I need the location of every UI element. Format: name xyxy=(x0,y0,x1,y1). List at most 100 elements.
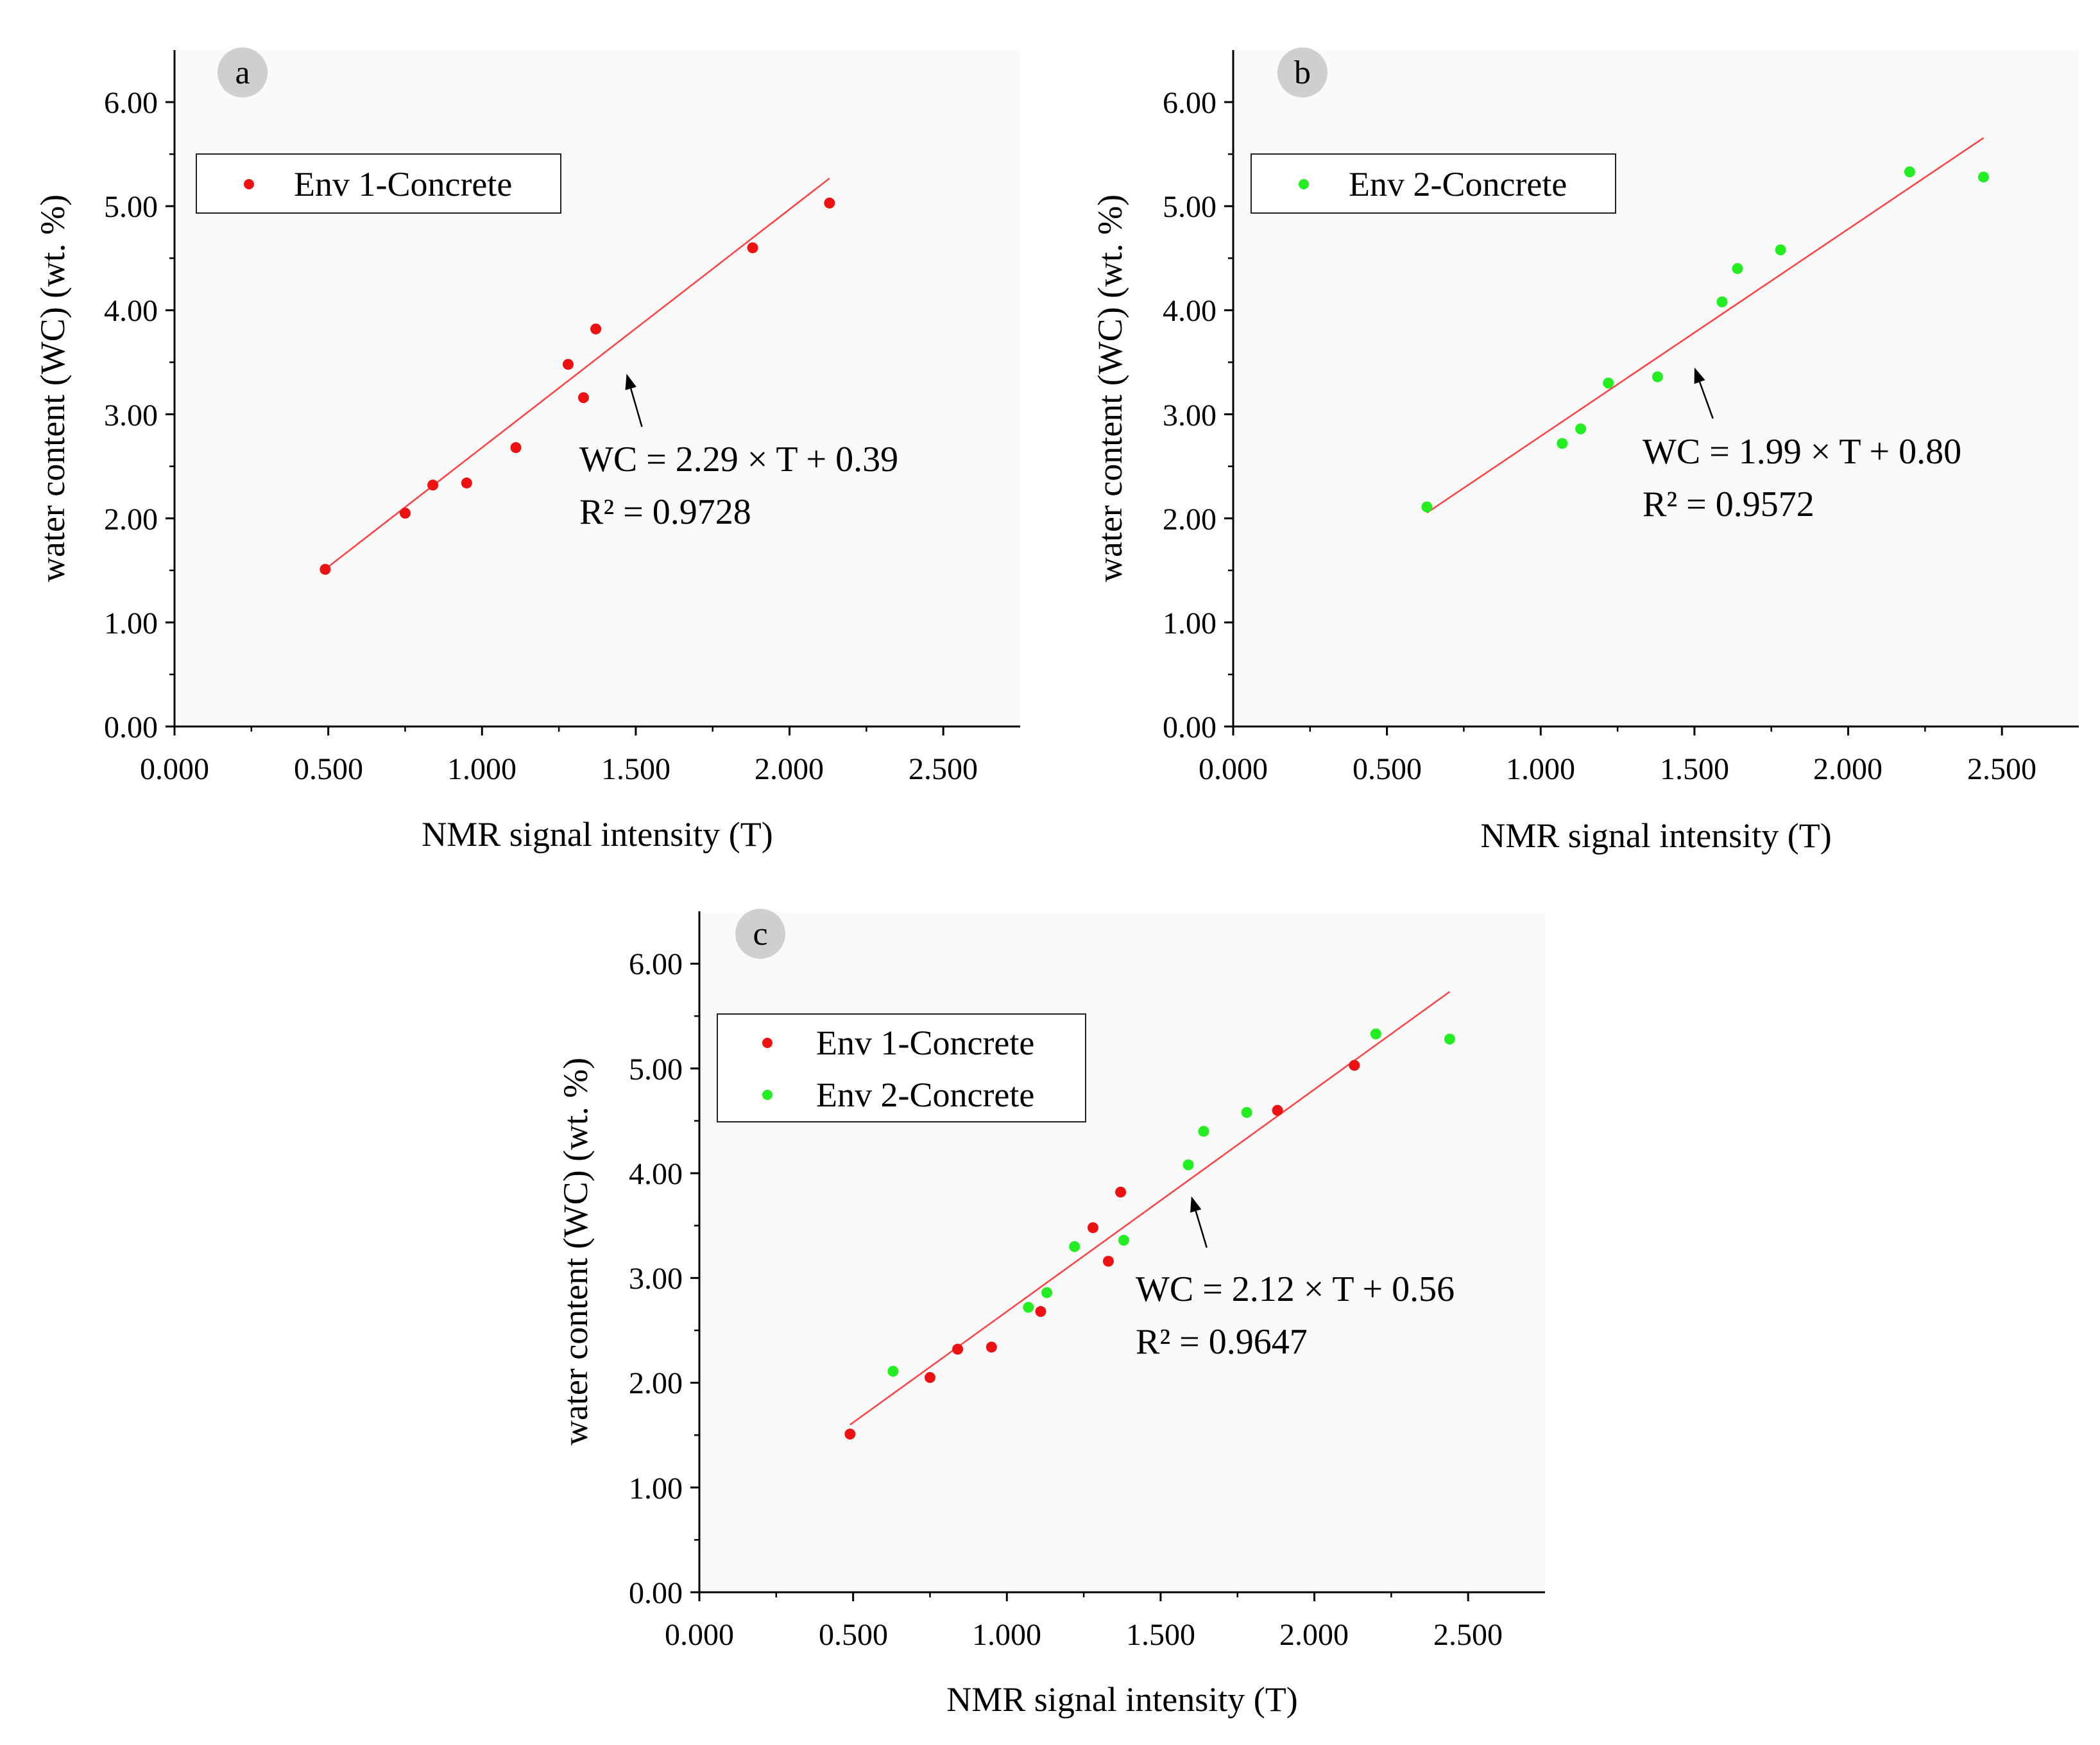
x-tick-label: 1.000 xyxy=(1506,752,1575,786)
data-point-env-1-concrete xyxy=(844,1429,856,1440)
x-tick-label: 2.500 xyxy=(1433,1618,1503,1652)
data-point-env-1-concrete xyxy=(952,1343,964,1355)
x-ticks xyxy=(173,726,944,735)
data-points xyxy=(1421,166,1989,513)
data-point-env-1-concrete xyxy=(924,1371,935,1383)
panel-b: 0.00 1.00 2.00 3.00 4.00 5.00 6.00 0.000… xyxy=(1091,47,2079,855)
data-point-env-1-concrete xyxy=(1349,1060,1360,1071)
x-tick-label: 1.000 xyxy=(972,1618,1041,1652)
data-point-env-1-concrete xyxy=(399,508,411,519)
y-tick-label: 1.00 xyxy=(104,606,158,640)
x-tick-label: 0.000 xyxy=(1199,752,1268,786)
legend-marker-env1 xyxy=(762,1038,773,1048)
data-point-env-1-concrete xyxy=(1102,1255,1114,1267)
x-axis-title: NMR signal intensity (T) xyxy=(422,815,773,854)
data-point-env-2-concrete xyxy=(1904,166,1915,178)
y-tick-label: 0.00 xyxy=(629,1576,683,1610)
legend-label-env1: Env 1-Concrete xyxy=(816,1024,1034,1062)
y-ticks xyxy=(690,963,699,1594)
y-ticks xyxy=(166,101,175,728)
panel-label-circle xyxy=(1277,47,1327,98)
x-tick-label: 0.500 xyxy=(819,1618,888,1652)
x-tick-label: 0.000 xyxy=(140,752,209,786)
data-point-env-2-concrete xyxy=(1041,1287,1053,1298)
legend-box xyxy=(196,153,561,214)
y-tick-label: 3.00 xyxy=(104,399,158,433)
y-tick-label: 5.00 xyxy=(104,190,158,224)
data-point-env-2-concrete xyxy=(1977,171,1989,183)
data-point-env-1-concrete xyxy=(1272,1105,1283,1116)
legend-box xyxy=(1251,153,1616,214)
data-points xyxy=(844,1028,1455,1440)
legend-marker-env2 xyxy=(1299,179,1309,189)
x-tick-label: 2.500 xyxy=(1967,752,2036,786)
x-tick-label: 1.500 xyxy=(601,752,670,786)
data-point-env-1-concrete xyxy=(427,479,439,491)
data-point-env-2-concrete xyxy=(1198,1126,1209,1137)
data-point-env-1-concrete xyxy=(577,392,589,404)
y-tick-label: 6.00 xyxy=(1163,86,1216,120)
fit-r-squared: R² = 0.9572 xyxy=(1643,485,1814,524)
data-point-env-2-concrete xyxy=(1575,423,1587,434)
panel-label-badge: a xyxy=(218,47,268,98)
annotation-arrow xyxy=(630,388,643,427)
fit-equation: WC = 2.12 × T + 0.56 xyxy=(1136,1269,1455,1309)
y-tick-label: 0.00 xyxy=(1163,710,1216,744)
data-point-env-1-concrete xyxy=(461,477,472,489)
x-tick-labels: 0.000 0.500 1.000 1.500 2.000 2.500 xyxy=(1199,752,2036,786)
x-tick-label: 2.000 xyxy=(755,752,824,786)
x-tick-labels: 0.000 0.500 1.000 1.500 2.000 2.500 xyxy=(665,1618,1503,1652)
data-point-env-1-concrete xyxy=(747,242,758,254)
y-tick-label: 3.00 xyxy=(629,1262,683,1296)
data-point-env-1-concrete xyxy=(1035,1306,1046,1318)
data-point-env-2-concrete xyxy=(1732,263,1743,275)
fit-annotation: WC = 2.29 × T + 0.39 R² = 0.9728 xyxy=(579,374,898,532)
data-point-env-2-concrete xyxy=(1241,1106,1252,1118)
data-point-env-2-concrete xyxy=(1118,1235,1129,1246)
x-tick-label: 1.500 xyxy=(1660,752,1729,786)
legend-label-env1: Env 1-Concrete xyxy=(294,165,512,203)
fit-annotation: WC = 2.12 × T + 0.56 R² = 0.9647 xyxy=(1136,1196,1455,1362)
x-tick-label: 0.500 xyxy=(1353,752,1422,786)
legend-label-env2: Env 2-Concrete xyxy=(1349,165,1567,203)
data-point-env-2-concrete xyxy=(887,1366,899,1377)
x-ticks xyxy=(698,1592,1469,1601)
x-tick-label: 2.500 xyxy=(909,752,978,786)
y-tick-label: 4.00 xyxy=(104,294,158,328)
data-point-env-1-concrete xyxy=(1115,1186,1127,1198)
data-point-env-1-concrete xyxy=(824,197,835,209)
panel-label: a xyxy=(235,55,250,91)
annotation-arrowhead xyxy=(625,374,636,390)
y-tick-label: 4.00 xyxy=(629,1157,683,1191)
y-tick-label: 6.00 xyxy=(629,947,683,981)
data-point-env-1-concrete xyxy=(562,359,574,370)
regression-line xyxy=(1426,137,1985,514)
panel-label-circle xyxy=(735,909,785,959)
y-tick-label: 4.00 xyxy=(1163,294,1216,328)
data-point-env-1-concrete xyxy=(510,442,522,453)
panel-c: 0.00 1.00 2.00 3.00 4.00 5.00 6.00 0.000… xyxy=(556,909,1545,1719)
x-tick-label: 0.000 xyxy=(665,1618,734,1652)
y-axis-title: water content (WC) (wt. %) xyxy=(1091,194,1129,582)
regression-line xyxy=(325,177,830,570)
y-tick-label: 6.00 xyxy=(104,86,158,120)
legend-marker-env1 xyxy=(244,179,254,189)
x-axis-title: NMR signal intensity (T) xyxy=(1480,816,1831,855)
y-tick-label: 2.00 xyxy=(104,503,158,537)
x-tick-labels: 0.000 0.500 1.000 1.500 2.000 2.500 xyxy=(140,752,978,786)
data-point-env-2-concrete xyxy=(1716,296,1728,307)
annotation-arrow xyxy=(1195,1210,1208,1248)
x-axis-title: NMR signal intensity (T) xyxy=(946,1680,1297,1719)
fit-line-group xyxy=(1426,137,1985,514)
x-ticks xyxy=(1232,726,2003,735)
x-tick-label: 1.000 xyxy=(447,752,516,786)
plot-area-background xyxy=(1233,50,2079,726)
annotation-arrow xyxy=(1698,381,1714,419)
axes xyxy=(698,911,1545,1594)
y-tick-label: 1.00 xyxy=(1163,606,1216,640)
data-point-env-1-concrete xyxy=(590,323,602,335)
legend-label-env2: Env 2-Concrete xyxy=(816,1076,1034,1114)
x-tick-label: 2.000 xyxy=(1279,1618,1349,1652)
y-axis-title: water content (WC) (wt. %) xyxy=(33,194,72,582)
